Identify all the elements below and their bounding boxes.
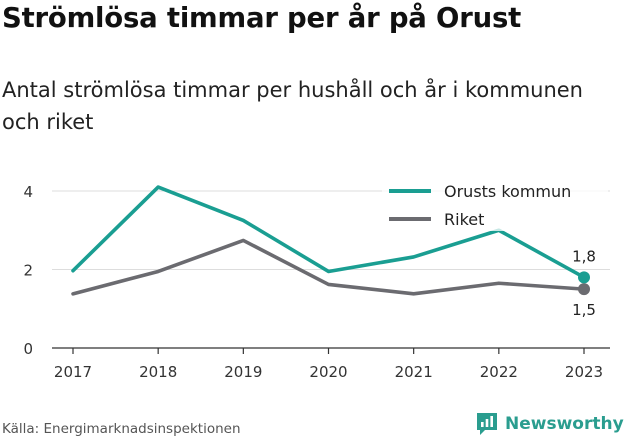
y-tick-label: 2 <box>23 262 33 280</box>
brand-logo: Newsworthy <box>475 409 624 439</box>
legend-label: Riket <box>444 210 484 229</box>
series-line-riket <box>71 238 586 296</box>
source-note: Källa: Energimarknadsinspektionen <box>2 421 241 437</box>
end-point-riket <box>578 283 590 296</box>
line-chart: 0 2 4 2017 2018 2019 2020 2021 2022 2023 1,8 1,5 O… <box>23 182 610 381</box>
x-tick-label: 2023 <box>565 363 603 381</box>
x-tick-label: 2021 <box>395 363 433 381</box>
x-tick-label: 2019 <box>224 363 262 381</box>
x-tick-label: 2022 <box>480 363 518 381</box>
legend-label: Orusts kommun <box>444 182 571 201</box>
y-tick-label: 4 <box>23 183 33 201</box>
x-tick-label: 2018 <box>139 363 177 381</box>
y-tick-label: 0 <box>23 340 33 358</box>
x-tick-label: 2020 <box>309 363 347 381</box>
x-tick-label: 2017 <box>54 363 92 381</box>
chart-subtitle: Antal strömlösa timmar per hushåll och å… <box>2 78 583 134</box>
data-label-orust: 1,8 <box>572 247 596 265</box>
data-label-riket: 1,5 <box>572 301 596 319</box>
end-point-orust <box>578 271 590 284</box>
brand-name: Newsworthy <box>505 414 624 434</box>
newsworthy-logo-icon <box>477 413 497 435</box>
chart-title: Strömlösa timmar per år på Orust <box>2 2 522 34</box>
